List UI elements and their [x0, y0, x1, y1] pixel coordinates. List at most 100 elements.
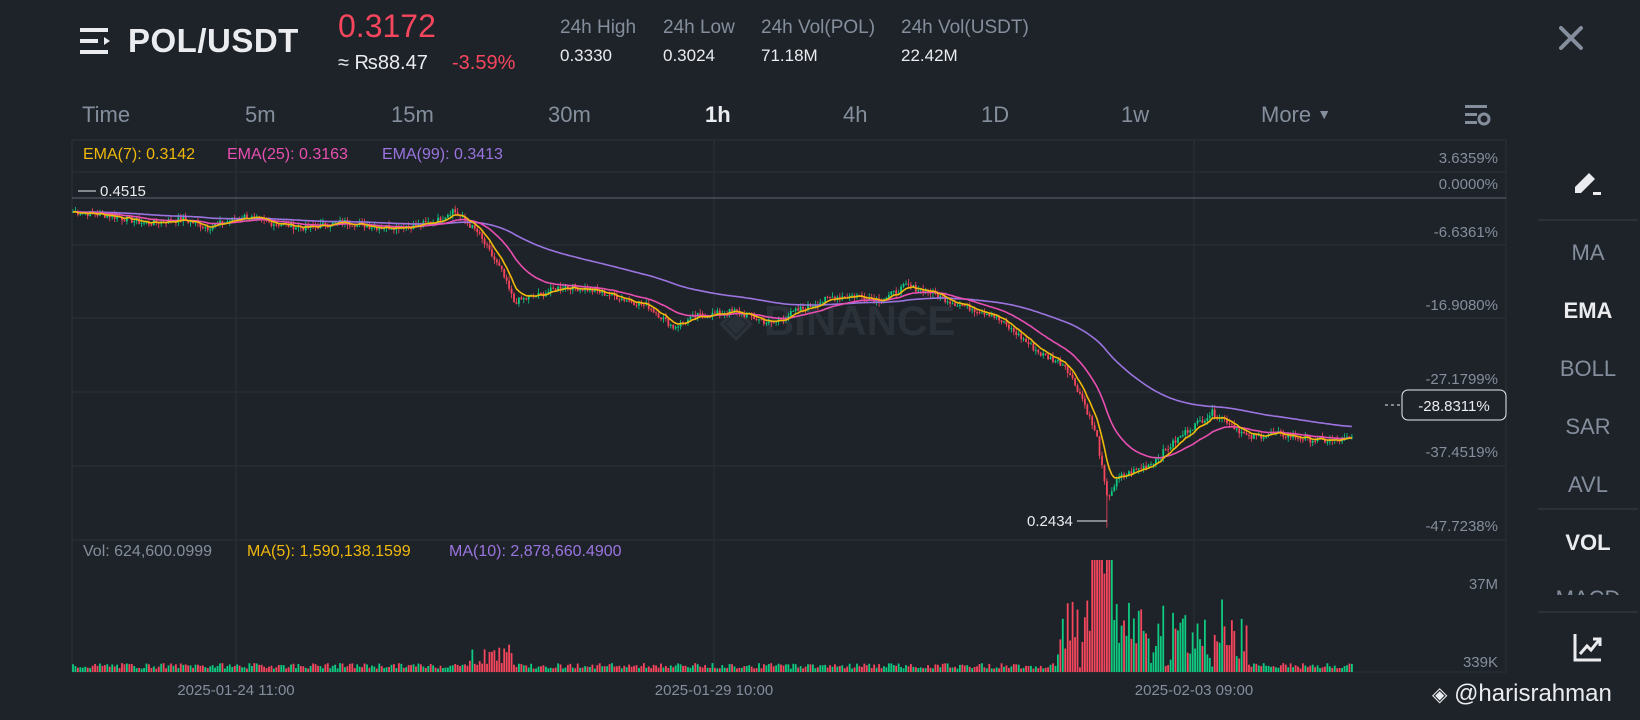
volume-bar: [696, 664, 699, 672]
candle-body: [1064, 364, 1067, 367]
candle-body: [471, 225, 474, 228]
volume-bar: [199, 665, 202, 672]
tab-1w[interactable]: 1w: [1121, 102, 1150, 127]
candle-body: [295, 227, 297, 230]
volume-bar: [344, 667, 346, 672]
candle-body: [375, 226, 378, 230]
toolbar-divider: [1538, 219, 1638, 221]
volume-bar: [552, 668, 555, 672]
volume-bar: [1069, 640, 1072, 672]
volume-bar: [1196, 623, 1199, 672]
candle-body: [912, 285, 915, 287]
candle-body: [1101, 455, 1103, 466]
candle-body: [179, 217, 182, 222]
menu-icon[interactable]: [80, 24, 114, 58]
candle-body: [983, 312, 986, 315]
indicator-macd[interactable]: MACD: [1538, 586, 1638, 595]
candle-body: [669, 324, 672, 326]
volume-bar: [471, 649, 474, 672]
indicator-sar[interactable]: SAR: [1565, 414, 1611, 439]
candle-body: [133, 221, 136, 223]
volume-bar: [317, 665, 319, 672]
candle-body: [1226, 418, 1228, 424]
volume-bar: [216, 666, 219, 672]
volume-bar: [944, 663, 947, 672]
volume-bar: [895, 665, 898, 672]
volume-bar: [1230, 620, 1233, 672]
candle-body: [1257, 434, 1260, 436]
volume-bar: [99, 663, 101, 672]
candle-body: [1324, 438, 1326, 443]
candle-body: [772, 322, 775, 324]
volume-bar: [170, 663, 172, 672]
tab-more[interactable]: More ▼: [1261, 102, 1331, 128]
volume-bar: [498, 647, 501, 672]
volume-bar: [527, 667, 530, 672]
close-icon[interactable]: [1553, 20, 1589, 56]
candle-body: [843, 296, 846, 298]
volume-bar: [145, 663, 148, 672]
tab-15m[interactable]: 15m: [391, 102, 434, 127]
candle-body: [1346, 436, 1348, 438]
candle-body: [603, 290, 606, 296]
indicator-chart-icon[interactable]: [1571, 630, 1605, 664]
volume-bar: [728, 663, 731, 672]
candle-body: [1177, 437, 1179, 443]
candle-body: [1057, 360, 1059, 362]
vol-ma10-legend: MA(10): 2,878,660.4900: [449, 543, 622, 560]
candle-body: [214, 223, 216, 227]
volume-bar: [993, 668, 996, 672]
chart-settings-icon[interactable]: [1464, 101, 1492, 129]
volume-bar: [410, 664, 412, 672]
pair-title[interactable]: POL/USDT: [128, 22, 299, 59]
candle-body: [439, 217, 442, 223]
candle-body: [638, 302, 640, 306]
candle-body: [557, 286, 559, 291]
tab-1d[interactable]: 1D: [981, 102, 1010, 127]
volume-bar: [1022, 667, 1025, 672]
volume-bar: [1015, 664, 1018, 672]
volume-bar: [954, 666, 956, 672]
indicator-ma[interactable]: MA: [1571, 240, 1605, 265]
tab-5m[interactable]: 5m: [245, 102, 276, 127]
candle-body: [1135, 469, 1138, 471]
volume-bar: [424, 667, 427, 672]
candle-body: [446, 214, 449, 218]
tab-1h[interactable]: 1h: [705, 102, 731, 127]
candle-body: [949, 301, 951, 304]
volume-bar: [1351, 663, 1353, 672]
watermark-user-text: @harisrahman: [1454, 680, 1612, 707]
candle-body: [1155, 458, 1157, 464]
volume-bar: [348, 663, 351, 672]
candle-body: [275, 224, 278, 226]
candle-body: [647, 303, 650, 310]
candle-body: [106, 215, 109, 218]
indicator-avl[interactable]: AVL: [1568, 472, 1608, 497]
tab-time[interactable]: Time: [82, 102, 131, 127]
candle-body: [1069, 373, 1072, 375]
volume-bar: [540, 666, 542, 672]
candle-body: [892, 290, 895, 292]
volume-bar: [1328, 666, 1331, 672]
candle-body: [148, 222, 150, 225]
candle-body: [1032, 343, 1035, 351]
volume-bar: [412, 664, 415, 672]
volume-bar: [353, 668, 356, 672]
indicator-ema[interactable]: EMA: [1563, 298, 1613, 323]
volume-bar: [1169, 659, 1172, 672]
draw-tool-icon[interactable]: [1571, 165, 1605, 199]
volume-bar: [1319, 668, 1321, 672]
volume-bar: [865, 665, 868, 672]
indicator-boll[interactable]: BOLL: [1559, 356, 1617, 381]
candle-body: [679, 322, 682, 327]
indicator-vol[interactable]: VOL: [1565, 530, 1611, 555]
volume-bar: [1057, 654, 1059, 672]
volume-bar: [946, 663, 949, 672]
tab-4h[interactable]: 4h: [843, 102, 868, 127]
volume-bar: [1049, 664, 1052, 672]
tab-30m[interactable]: 30m: [548, 102, 591, 127]
candle-body: [887, 294, 890, 298]
volume-bar: [1064, 648, 1067, 672]
volume-bar: [601, 666, 604, 672]
